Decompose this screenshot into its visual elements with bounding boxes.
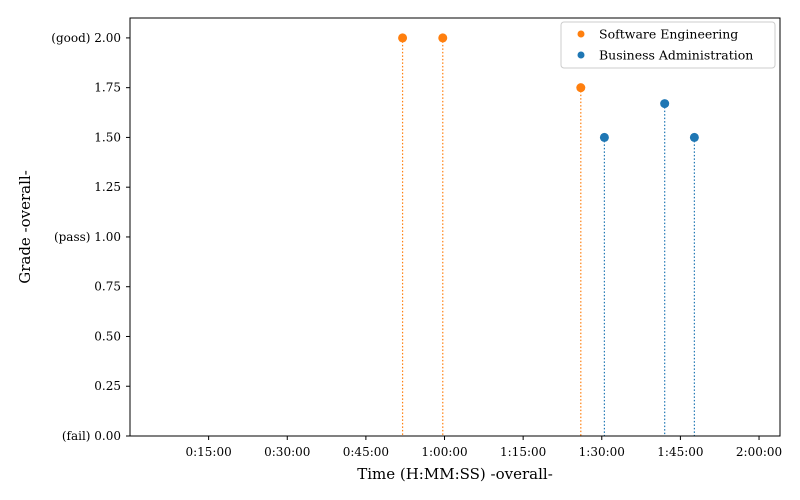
x-tick-label: 1:30:00 bbox=[579, 445, 625, 459]
point-business-administration bbox=[689, 132, 699, 142]
y-tick-label: 0.75 bbox=[94, 280, 121, 294]
point-business-administration bbox=[599, 132, 609, 142]
y-tick-label: (good) 2.00 bbox=[51, 31, 121, 45]
y-tick-label: (pass) 1.00 bbox=[54, 230, 121, 244]
x-axis: 0:15:00 0:30:00 0:45:00 1:00:00 1:15:00 1:30:… bbox=[185, 436, 782, 459]
y-tick-label: 1.25 bbox=[94, 180, 121, 194]
legend-label-business-administration: Business Administration bbox=[599, 48, 753, 63]
x-tick-label: 1:45:00 bbox=[657, 445, 703, 459]
y-tick-label: 1.75 bbox=[94, 81, 121, 95]
x-tick-label: 0:15:00 bbox=[185, 445, 231, 459]
point-business-administration bbox=[660, 99, 670, 109]
legend-label-software-engineering: Software Engineering bbox=[599, 27, 738, 42]
point-software-engineering bbox=[438, 33, 448, 43]
legend-marker-business-administration bbox=[577, 51, 585, 59]
legend: Software Engineering Business Administra… bbox=[560, 21, 776, 69]
point-software-engineering bbox=[398, 33, 408, 43]
y-tick-label: (fail) 0.00 bbox=[62, 429, 121, 443]
y-tick-label: 0.50 bbox=[94, 329, 121, 343]
y-axis-label: Grade -overall- bbox=[16, 170, 34, 284]
x-tick-label: 0:30:00 bbox=[264, 445, 310, 459]
point-software-engineering bbox=[576, 83, 586, 93]
x-tick-label: 2:00:00 bbox=[736, 445, 782, 459]
y-tick-label: 0.25 bbox=[94, 379, 121, 393]
x-tick-label: 0:45:00 bbox=[343, 445, 389, 459]
y-axis: (fail) 0.00 0.25 0.50 0.75 (pass) 1.00 1.25 1.… bbox=[51, 31, 130, 443]
legend-marker-software-engineering bbox=[577, 30, 585, 38]
x-tick-label: 1:15:00 bbox=[500, 445, 546, 459]
axes-frame bbox=[129, 17, 781, 437]
x-axis-label: Time (H:MM:SS) -overall- bbox=[357, 465, 553, 483]
y-tick-label: 1.50 bbox=[94, 130, 121, 144]
x-tick-label: 1:00:00 bbox=[421, 445, 467, 459]
legend-box bbox=[560, 21, 776, 69]
plot-area bbox=[398, 33, 699, 436]
